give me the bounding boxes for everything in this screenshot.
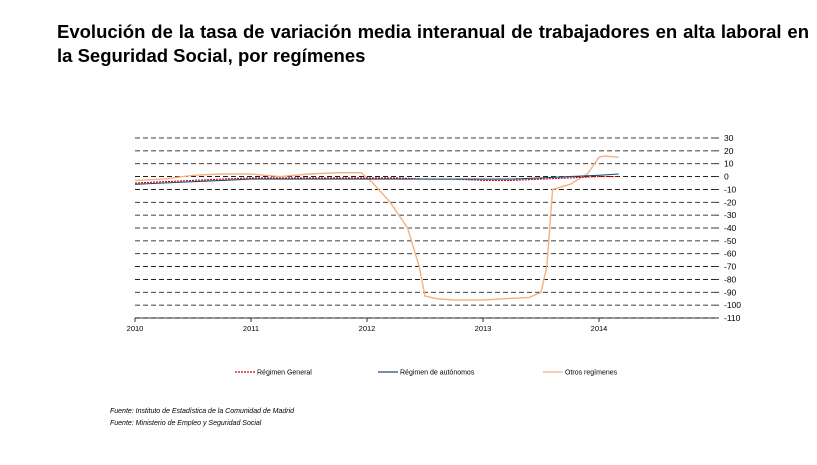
legend-label-3: Otros regímenes — [565, 370, 618, 377]
x-tick-label: 2014 — [591, 324, 608, 333]
series-line-1 — [134, 176, 619, 184]
y-tick-label: -110 — [724, 313, 741, 323]
y-tick-label: -40 — [724, 223, 737, 233]
legend-label-2: Régimen de autónomos — [400, 370, 475, 377]
y-tick-label: 10 — [724, 159, 734, 169]
y-tick-label: -20 — [724, 197, 737, 207]
x-axis: 2010 2011 2012 2013 2014 — [127, 317, 715, 333]
legend: Régimen General Régimen de autónomos Otros… — [235, 370, 618, 377]
page-title: Evolución de la tasa de variación media … — [57, 21, 809, 66]
y-tick-label: -10 — [724, 184, 737, 194]
y-tick-label: 20 — [724, 146, 734, 156]
source-note-1: Fuente: Instituto de Estadística de la C… — [110, 408, 295, 415]
source-note-2: Fuente: Ministerio de Empleo y Seguridad… — [110, 420, 262, 427]
series-line-2 — [134, 173, 619, 185]
x-tick-label: 2012 — [359, 324, 376, 333]
x-tick-label: 2011 — [243, 324, 259, 333]
x-tick-label: 2013 — [475, 324, 492, 333]
y-tick-label: -90 — [724, 287, 737, 297]
y-tick-label: -70 — [724, 262, 737, 272]
series-lines — [134, 155, 619, 301]
y-tick-label: -50 — [724, 236, 737, 246]
gridlines — [135, 137, 715, 319]
y-tick-label: 0 — [724, 172, 729, 182]
legend-label-1: Régimen General — [257, 370, 312, 377]
y-tick-label: 30 — [724, 133, 734, 143]
y-tick-label: -30 — [724, 210, 737, 220]
y-tick-label: -60 — [724, 249, 737, 259]
y-axis-ticks: 30 20 10 0 -10 -20 -30 -40 -50 -60 -70 -80 -90 -100 -1… — [715, 133, 741, 323]
series-line-3 — [134, 155, 619, 301]
y-tick-label: -100 — [724, 300, 741, 310]
x-tick-label: 2010 — [127, 324, 144, 333]
y-tick-label: -80 — [724, 274, 737, 284]
